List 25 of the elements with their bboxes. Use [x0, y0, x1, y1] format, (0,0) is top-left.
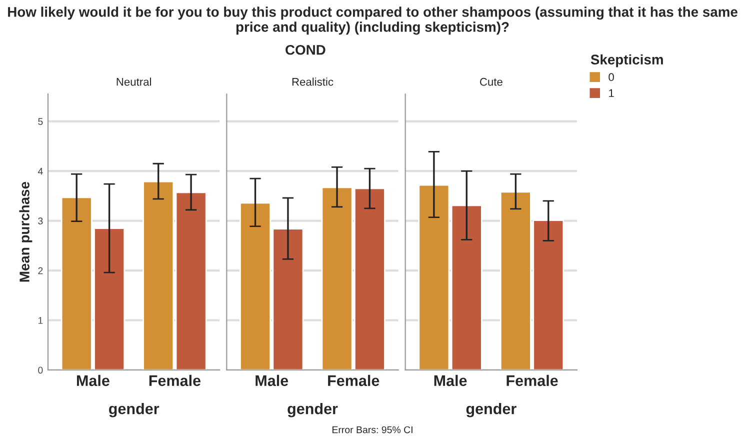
x-tick-label: Male [77, 374, 110, 386]
x-tick-label: Male [434, 374, 467, 386]
x-axis-title: gender [108, 402, 160, 418]
legend-title: Skepticism [590, 54, 663, 68]
text: How likely would it be for you to buy this product compared to other shampoos (assuming that it has the same price and quality) (including skepticism)? [8, 6, 738, 35]
y-tick-label: 3 [38, 218, 43, 224]
chart-title: Neutral [116, 78, 151, 86]
x-tick-label: Female [149, 374, 201, 386]
text: Error Bars: 95% CI [332, 426, 412, 434]
x-tick-label: Male [256, 374, 288, 386]
y-tick-label: 2 [38, 267, 43, 274]
x-tick-label: Female [506, 374, 558, 386]
x-tick-label: Female [328, 374, 380, 386]
y-axis-title: Mean purchase [19, 182, 32, 282]
chart-title: Realistic [292, 78, 334, 86]
legend-label: 0 [608, 73, 614, 82]
y-tick-label: 4 [38, 168, 43, 175]
legend-label: 1 [609, 89, 614, 97]
y-tick-label: 1 [38, 317, 43, 324]
x-axis-title: gender [288, 402, 338, 418]
x-axis-title: gender [466, 402, 516, 418]
y-tick-label: 5 [38, 118, 43, 125]
chart-title: Cute [480, 78, 502, 86]
y-tick-label: 0 [38, 366, 43, 374]
text: COND [286, 44, 326, 55]
